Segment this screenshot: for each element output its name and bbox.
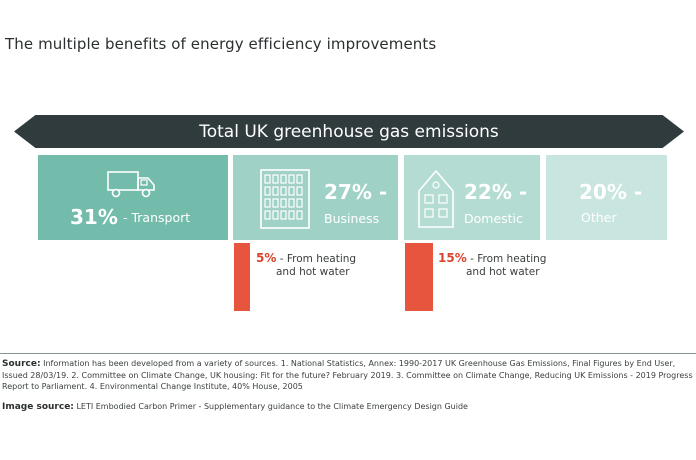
- segment-percent: 22% -: [464, 180, 528, 204]
- segment-label: Business: [324, 211, 380, 226]
- heating-bar-business: [234, 243, 250, 311]
- house-icon: [418, 169, 454, 228]
- page-title: The multiple benefits of energy efficien…: [5, 35, 437, 53]
- heating-percent: 5%: [256, 251, 277, 265]
- source-text: Information has been developed from a va…: [2, 359, 693, 391]
- heating-annotation-business: 5% - From heating and hot water: [256, 252, 356, 279]
- segment-transport: 31% - Transport: [38, 155, 228, 240]
- banner-label: Total UK greenhouse gas emissions: [199, 121, 499, 142]
- heating-text: - From heating: [279, 253, 357, 265]
- segment-label: Other: [581, 210, 617, 225]
- office-building-icon: [260, 169, 310, 229]
- segment-business: 27% - Business: [233, 155, 398, 240]
- segment-label: - Transport: [123, 210, 191, 225]
- heating-text: - From heating: [470, 253, 547, 265]
- heating-text: and hot water: [466, 266, 540, 278]
- heating-bar-domestic: [405, 243, 433, 311]
- segment-other: 20% - Other: [546, 155, 667, 240]
- source-note: Source: Information has been developed f…: [2, 358, 694, 392]
- image-source-note: Image source: LETI Embodied Carbon Prime…: [2, 402, 468, 412]
- source-label: Source:: [2, 359, 41, 369]
- truck-icon: [107, 171, 155, 198]
- heating-text: and hot water: [276, 266, 350, 278]
- divider: [0, 353, 696, 354]
- segment-percent: 27% -: [324, 180, 388, 204]
- image-source-text: LETI Embodied Carbon Primer - Supplement…: [76, 402, 468, 411]
- total-emissions-banner: Total UK greenhouse gas emissions: [14, 115, 684, 148]
- heating-annotation-domestic: 15% - From heating and hot water: [438, 252, 546, 279]
- image-source-label: Image source:: [2, 402, 74, 412]
- segment-percent: 31%: [70, 205, 118, 229]
- segment-domestic: 22% - Domestic: [404, 155, 540, 240]
- segment-percent: 20% -: [579, 180, 643, 204]
- heating-percent: 15%: [438, 251, 467, 265]
- segment-label: Domestic: [464, 211, 523, 226]
